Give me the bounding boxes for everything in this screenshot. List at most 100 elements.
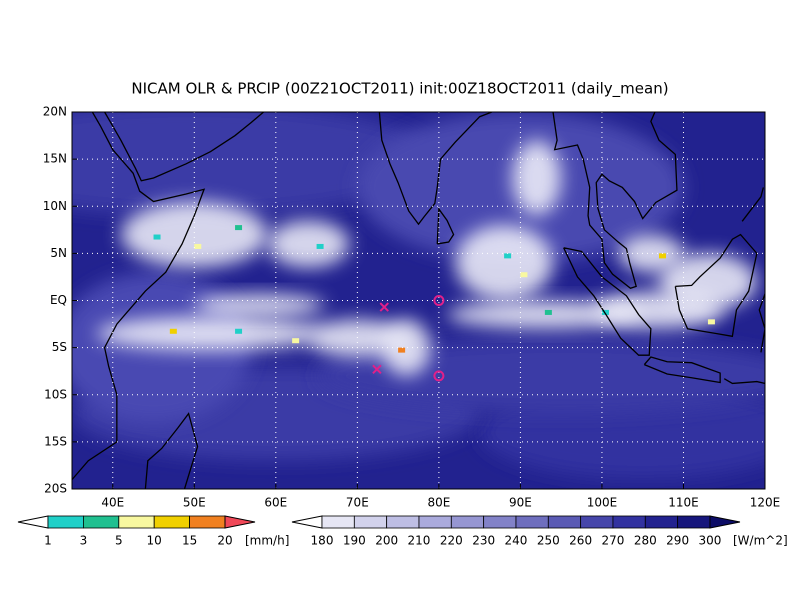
coastline xyxy=(378,112,493,226)
rain-speck xyxy=(601,309,609,315)
y-tick-label: EQ xyxy=(50,293,67,307)
colorbar-label: 190 xyxy=(343,534,366,548)
rain-speck xyxy=(235,225,243,231)
y-tick-label: 20S xyxy=(44,482,67,496)
colorbar-segment xyxy=(547,515,582,529)
y-tick-label: 10N xyxy=(43,199,67,213)
colorbar-label: 20 xyxy=(217,534,232,548)
map-area xyxy=(72,112,765,489)
marker-x xyxy=(379,302,389,312)
x-tick-label: 80E xyxy=(427,496,450,510)
x-tick-label: 90E xyxy=(509,496,532,510)
y-tick-label: 15N xyxy=(43,152,67,166)
coastline xyxy=(741,187,764,222)
colorbar-segment xyxy=(644,515,679,529)
coastline xyxy=(552,112,678,289)
colorbar-label: 1 xyxy=(44,534,52,548)
colorbar-segment xyxy=(580,515,614,529)
colorbar-segment xyxy=(153,515,190,529)
colorbar-segment xyxy=(612,515,646,529)
coastline xyxy=(144,412,199,489)
cloud xyxy=(194,293,325,317)
colorbar-segment xyxy=(353,515,388,529)
colorbar-label: 5 xyxy=(115,534,123,548)
x-tick-label: 60E xyxy=(264,496,287,510)
marker-circle xyxy=(433,295,445,306)
colorbar-label: 280 xyxy=(634,534,657,548)
y-tick-label: 15S xyxy=(44,434,67,448)
coastline xyxy=(436,207,455,245)
cloud xyxy=(512,140,562,216)
colorbar-label: 250 xyxy=(537,534,560,548)
coastline xyxy=(643,356,721,384)
colorbar-label: 220 xyxy=(440,534,463,548)
colorbar-label: 15 xyxy=(182,534,197,548)
rain-speck xyxy=(504,253,512,259)
rain-speck xyxy=(169,328,177,334)
colorbar-label: 270 xyxy=(602,534,625,548)
x-tick-label: 110E xyxy=(668,496,699,510)
colorbar-segment xyxy=(386,515,420,529)
rain-speck xyxy=(235,328,243,334)
rain-speck xyxy=(520,272,528,278)
colorbar-label: 200 xyxy=(375,534,398,548)
cloud xyxy=(381,319,431,376)
colorbar-segment xyxy=(118,515,155,529)
marker-circle xyxy=(433,370,445,382)
rain-speck xyxy=(398,347,406,353)
colorbar-segment xyxy=(450,515,485,529)
colorbar-segment xyxy=(321,515,355,529)
rain-speck xyxy=(544,309,552,315)
colorbar-label: 240 xyxy=(505,534,528,548)
colorbar-segment xyxy=(677,515,711,529)
marker-x xyxy=(372,364,382,375)
rain-speck xyxy=(659,253,667,259)
y-tick-label: 5N xyxy=(50,246,67,260)
colorbar-label: 230 xyxy=(472,534,495,548)
y-tick-label: 5S xyxy=(52,340,67,354)
cloud xyxy=(96,316,325,351)
cloud xyxy=(455,225,554,301)
coastline xyxy=(104,112,265,182)
colorbar-over xyxy=(224,515,256,529)
colorbar-segment xyxy=(515,515,549,529)
colorbar-segment xyxy=(83,515,120,529)
coastline xyxy=(72,112,206,481)
colorbar-label: 300 xyxy=(699,534,722,548)
cloud xyxy=(618,234,684,273)
rain-speck xyxy=(153,234,161,240)
coastline xyxy=(758,293,765,353)
colorbar-label: 10 xyxy=(147,534,162,548)
cloud xyxy=(120,201,268,268)
olr-patch xyxy=(72,112,439,216)
colorbar-label: 260 xyxy=(569,534,592,548)
colorbar-segment xyxy=(47,515,84,529)
colorbar-unit: [mm/h] xyxy=(245,534,289,548)
cloud xyxy=(267,220,350,268)
chart-title: NICAM OLR & PRCIP (00Z21OCT2011) init:00… xyxy=(131,80,668,99)
rain-speck xyxy=(292,338,300,344)
rain-speck xyxy=(194,243,202,249)
x-tick-label: 50E xyxy=(183,496,206,510)
x-tick-label: 40E xyxy=(101,496,124,510)
colorbar-label: 3 xyxy=(80,534,88,548)
rain-speck xyxy=(316,243,324,249)
colorbar-segment xyxy=(418,515,452,529)
x-tick-label: 120E xyxy=(750,496,781,510)
colorbar-segment xyxy=(189,515,226,529)
coastline xyxy=(674,233,758,338)
y-tick-label: 10S xyxy=(44,387,67,401)
y-tick-label: 20N xyxy=(43,105,67,119)
coastline xyxy=(723,378,765,385)
colorbar-unit: [W/m^2] xyxy=(733,534,788,548)
colorbar-over xyxy=(709,515,741,529)
colorbar-label: 210 xyxy=(408,534,431,548)
x-tick-label: 70E xyxy=(346,496,369,510)
x-tick-label: 100E xyxy=(587,496,618,510)
colorbar-label: 290 xyxy=(666,534,689,548)
colorbar-label: 180 xyxy=(311,534,334,548)
colorbar-segment xyxy=(483,515,517,529)
rain-speck xyxy=(707,319,715,325)
coastline xyxy=(563,247,652,356)
